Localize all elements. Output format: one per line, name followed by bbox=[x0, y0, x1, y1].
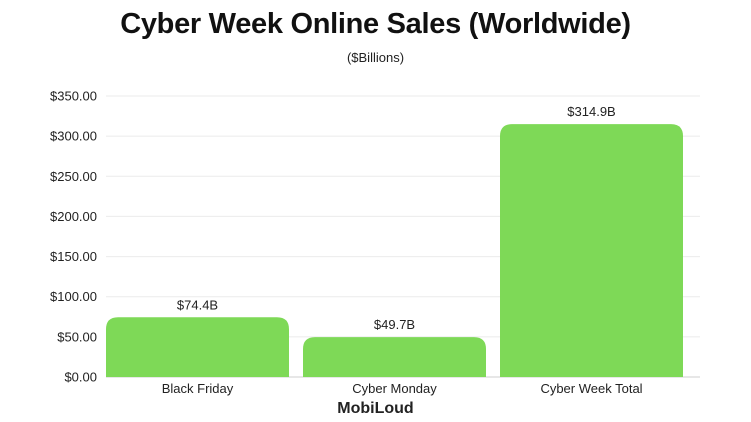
bar bbox=[106, 317, 289, 377]
y-tick-label: $100.00 bbox=[50, 289, 97, 304]
chart-subtitle: ($Billions) bbox=[346, 50, 405, 65]
bar bbox=[303, 337, 486, 377]
y-tick-label: $250.00 bbox=[50, 169, 97, 184]
y-tick-label: $200.00 bbox=[50, 209, 97, 224]
y-tick-label: $50.00 bbox=[57, 329, 97, 344]
data-label: $314.9B bbox=[567, 104, 615, 119]
y-tick-label: $150.00 bbox=[50, 249, 97, 264]
mobiloud-logo: MobiLoud bbox=[337, 400, 414, 417]
data-label: $74.4B bbox=[177, 297, 218, 312]
y-tick-label: $0.00 bbox=[64, 370, 97, 385]
y-tick-label: $300.00 bbox=[50, 129, 97, 144]
chart-title: Cyber Week Online Sales (Worldwide) bbox=[120, 8, 631, 40]
y-tick-label: $350.00 bbox=[50, 89, 97, 104]
x-tick-label: Black Friday bbox=[162, 381, 234, 396]
x-tick-label: Cyber Monday bbox=[352, 381, 437, 396]
data-label: $49.7B bbox=[374, 317, 415, 332]
x-tick-label: Cyber Week Total bbox=[540, 381, 642, 396]
bar bbox=[500, 124, 683, 377]
